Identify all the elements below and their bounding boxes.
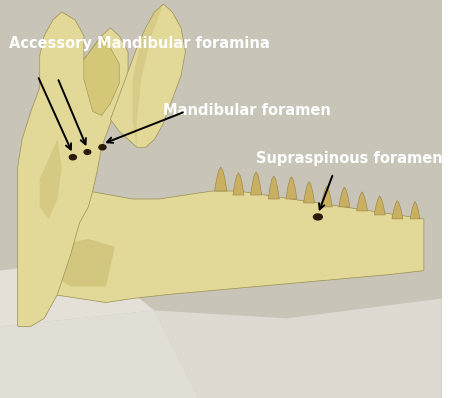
- Polygon shape: [303, 181, 315, 203]
- Polygon shape: [0, 259, 155, 326]
- Polygon shape: [356, 192, 367, 211]
- Polygon shape: [132, 4, 164, 147]
- Polygon shape: [40, 139, 62, 219]
- Polygon shape: [374, 196, 385, 215]
- Polygon shape: [251, 172, 262, 195]
- Ellipse shape: [99, 145, 106, 150]
- Polygon shape: [268, 176, 279, 199]
- Polygon shape: [84, 36, 119, 115]
- Ellipse shape: [84, 150, 91, 154]
- Ellipse shape: [313, 214, 322, 220]
- Polygon shape: [44, 239, 115, 287]
- Polygon shape: [392, 201, 403, 219]
- Polygon shape: [286, 177, 297, 199]
- Polygon shape: [321, 186, 332, 207]
- Polygon shape: [155, 298, 442, 398]
- Polygon shape: [36, 183, 424, 302]
- Polygon shape: [339, 187, 350, 207]
- Polygon shape: [410, 201, 420, 219]
- Polygon shape: [110, 4, 185, 147]
- Ellipse shape: [69, 155, 76, 160]
- Polygon shape: [233, 173, 244, 195]
- Text: Supraspinous foramen: Supraspinous foramen: [256, 151, 443, 166]
- Polygon shape: [215, 167, 227, 191]
- Text: Mandibular foramen: Mandibular foramen: [164, 103, 331, 119]
- Polygon shape: [0, 310, 199, 398]
- Polygon shape: [18, 12, 128, 326]
- Text: Accessory Mandibular foramina: Accessory Mandibular foramina: [9, 36, 270, 51]
